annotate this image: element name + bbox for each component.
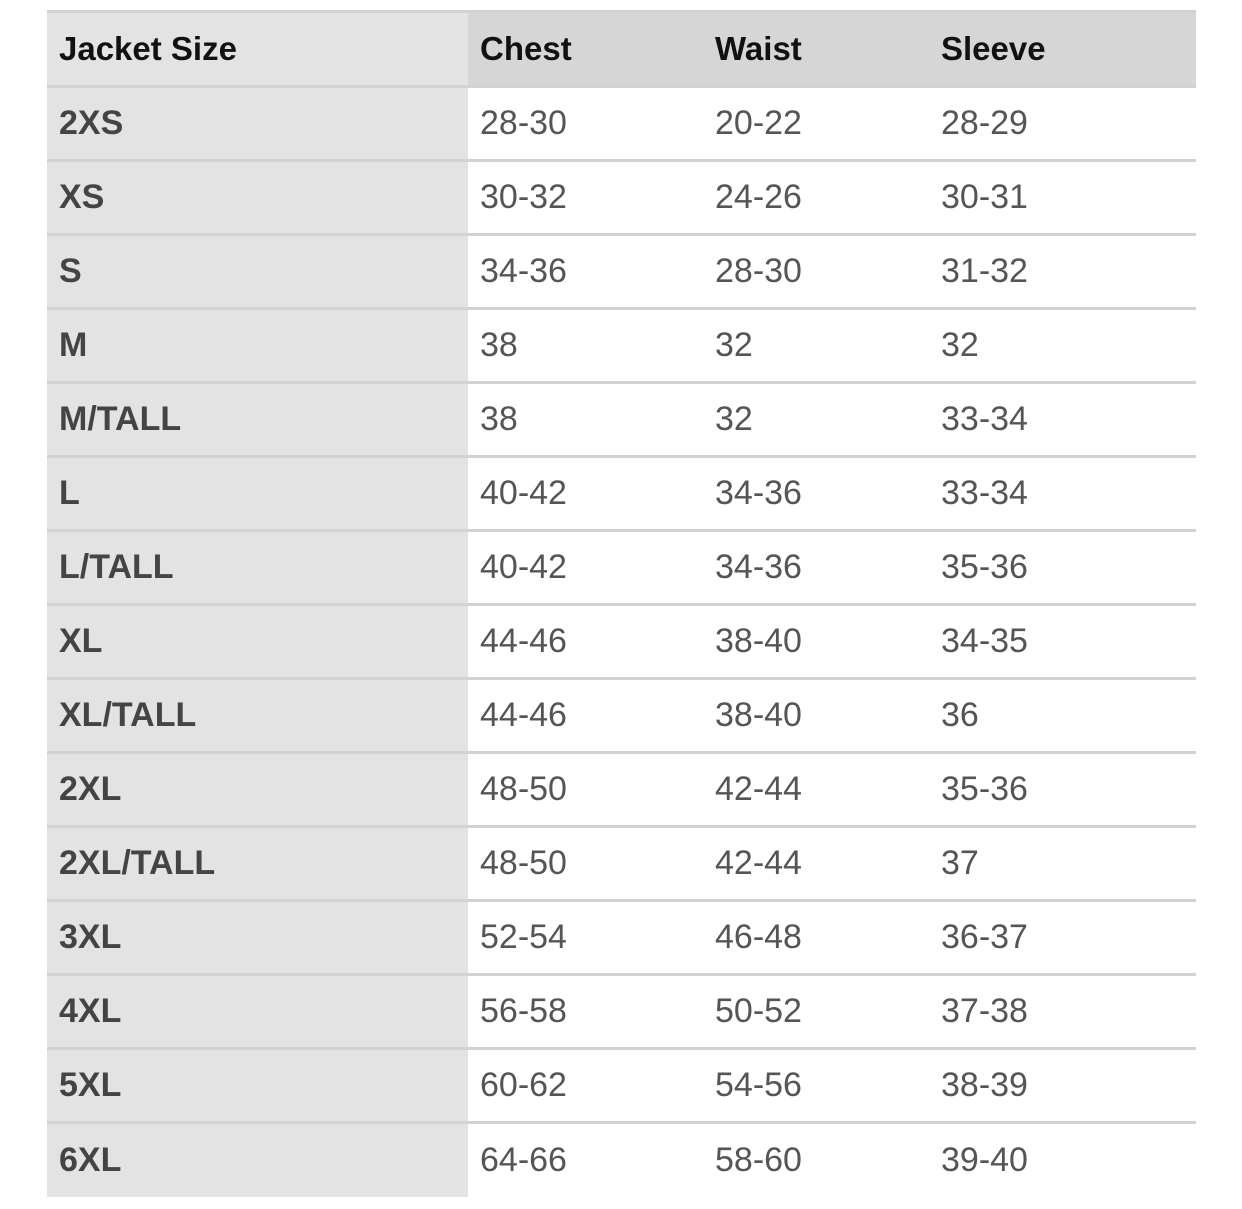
- waist-cell: 50-52: [703, 974, 929, 1049]
- sleeve-cell: 39-40: [929, 1122, 1196, 1197]
- sleeve-cell: 31-32: [929, 234, 1196, 309]
- size-chart-table: Jacket Size Chest Waist Sleeve 2XS 28-30 2…: [47, 10, 1196, 1197]
- size-cell: M: [47, 308, 468, 383]
- chest-cell: 40-42: [468, 530, 703, 605]
- chest-cell: 44-46: [468, 678, 703, 753]
- sleeve-cell: 35-36: [929, 530, 1196, 605]
- sleeve-cell: 34-35: [929, 604, 1196, 679]
- size-cell: 4XL: [47, 974, 468, 1049]
- sleeve-cell: 30-31: [929, 160, 1196, 235]
- waist-cell: 58-60: [703, 1122, 929, 1197]
- waist-cell: 42-44: [703, 752, 929, 827]
- table-row: 4XL 56-58 50-52 37-38: [47, 974, 1196, 1049]
- sleeve-cell: 33-34: [929, 382, 1196, 457]
- chest-cell: 40-42: [468, 456, 703, 531]
- sleeve-cell: 38-39: [929, 1048, 1196, 1123]
- chest-cell: 38: [468, 382, 703, 457]
- table-row: L/TALL 40-42 34-36 35-36: [47, 530, 1196, 605]
- waist-cell: 32: [703, 308, 929, 383]
- table-row: 5XL 60-62 54-56 38-39: [47, 1048, 1196, 1123]
- size-cell: 2XL/TALL: [47, 826, 468, 901]
- sleeve-cell: 28-29: [929, 86, 1196, 161]
- table-row: 6XL 64-66 58-60 39-40: [47, 1122, 1196, 1197]
- header-sleeve: Sleeve: [929, 11, 1196, 87]
- size-cell: 6XL: [47, 1122, 468, 1197]
- table-row: 2XL 48-50 42-44 35-36: [47, 752, 1196, 827]
- chest-cell: 38: [468, 308, 703, 383]
- waist-cell: 28-30: [703, 234, 929, 309]
- waist-cell: 42-44: [703, 826, 929, 901]
- waist-cell: 38-40: [703, 604, 929, 679]
- size-cell: 2XS: [47, 86, 468, 161]
- chest-cell: 48-50: [468, 826, 703, 901]
- chest-cell: 52-54: [468, 900, 703, 975]
- waist-cell: 34-36: [703, 530, 929, 605]
- chest-cell: 48-50: [468, 752, 703, 827]
- sleeve-cell: 37: [929, 826, 1196, 901]
- table-body: 2XS 28-30 20-22 28-29 XS 30-32 24-26 30-31 S 34-3…: [47, 86, 1196, 1197]
- table-row: 2XS 28-30 20-22 28-29: [47, 86, 1196, 161]
- table-row: M/TALL 38 32 33-34: [47, 382, 1196, 457]
- size-cell: XS: [47, 160, 468, 235]
- size-cell: XL: [47, 604, 468, 679]
- header-row: Jacket Size Chest Waist Sleeve: [47, 11, 1196, 87]
- table-row: L 40-42 34-36 33-34: [47, 456, 1196, 531]
- sleeve-cell: 36: [929, 678, 1196, 753]
- sleeve-cell: 35-36: [929, 752, 1196, 827]
- size-cell: L/TALL: [47, 530, 468, 605]
- header-jacket-size: Jacket Size: [47, 11, 468, 87]
- table-row: XL 44-46 38-40 34-35: [47, 604, 1196, 679]
- header-waist: Waist: [703, 11, 929, 87]
- waist-cell: 34-36: [703, 456, 929, 531]
- chest-cell: 28-30: [468, 86, 703, 161]
- waist-cell: 20-22: [703, 86, 929, 161]
- table-row: 2XL/TALL 48-50 42-44 37: [47, 826, 1196, 901]
- table-row: XS 30-32 24-26 30-31: [47, 160, 1196, 235]
- table-row: XL/TALL 44-46 38-40 36: [47, 678, 1196, 753]
- size-cell: 2XL: [47, 752, 468, 827]
- waist-cell: 32: [703, 382, 929, 457]
- table-row: 3XL 52-54 46-48 36-37: [47, 900, 1196, 975]
- sleeve-cell: 33-34: [929, 456, 1196, 531]
- chest-cell: 56-58: [468, 974, 703, 1049]
- waist-cell: 38-40: [703, 678, 929, 753]
- chest-cell: 34-36: [468, 234, 703, 309]
- size-cell: M/TALL: [47, 382, 468, 457]
- size-cell: S: [47, 234, 468, 309]
- chest-cell: 64-66: [468, 1122, 703, 1197]
- waist-cell: 46-48: [703, 900, 929, 975]
- waist-cell: 54-56: [703, 1048, 929, 1123]
- sleeve-cell: 36-37: [929, 900, 1196, 975]
- table-row: M 38 32 32: [47, 308, 1196, 383]
- chest-cell: 30-32: [468, 160, 703, 235]
- size-cell: XL/TALL: [47, 678, 468, 753]
- table-row: S 34-36 28-30 31-32: [47, 234, 1196, 309]
- chest-cell: 60-62: [468, 1048, 703, 1123]
- size-cell: 5XL: [47, 1048, 468, 1123]
- size-cell: L: [47, 456, 468, 531]
- sleeve-cell: 37-38: [929, 974, 1196, 1049]
- chest-cell: 44-46: [468, 604, 703, 679]
- size-cell: 3XL: [47, 900, 468, 975]
- sleeve-cell: 32: [929, 308, 1196, 383]
- waist-cell: 24-26: [703, 160, 929, 235]
- header-chest: Chest: [468, 11, 703, 87]
